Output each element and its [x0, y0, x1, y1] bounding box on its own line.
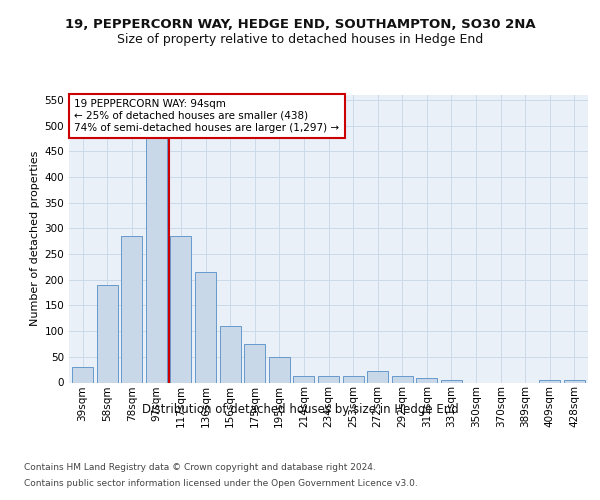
Text: 19 PEPPERCORN WAY: 94sqm
← 25% of detached houses are smaller (438)
74% of semi-: 19 PEPPERCORN WAY: 94sqm ← 25% of detach… — [74, 100, 340, 132]
Bar — [146, 110, 167, 382]
Bar — [269, 357, 290, 382]
Text: Contains public sector information licensed under the Open Government Licence v3: Contains public sector information licen… — [24, 478, 418, 488]
Bar — [97, 285, 118, 382]
Text: Size of property relative to detached houses in Hedge End: Size of property relative to detached ho… — [117, 32, 483, 46]
Bar — [343, 376, 364, 382]
Bar — [441, 380, 462, 382]
Y-axis label: Number of detached properties: Number of detached properties — [30, 151, 40, 326]
Bar — [392, 376, 413, 382]
Bar — [244, 344, 265, 383]
Bar — [367, 371, 388, 382]
Bar — [72, 367, 93, 382]
Bar — [318, 376, 339, 382]
Bar — [539, 380, 560, 382]
Bar — [564, 380, 585, 382]
Text: 19, PEPPERCORN WAY, HEDGE END, SOUTHAMPTON, SO30 2NA: 19, PEPPERCORN WAY, HEDGE END, SOUTHAMPT… — [65, 18, 535, 30]
Bar — [170, 236, 191, 382]
Bar — [293, 376, 314, 382]
Text: Contains HM Land Registry data © Crown copyright and database right 2024.: Contains HM Land Registry data © Crown c… — [24, 464, 376, 472]
Bar — [121, 236, 142, 382]
Text: Distribution of detached houses by size in Hedge End: Distribution of detached houses by size … — [142, 402, 458, 415]
Bar — [416, 378, 437, 382]
Bar — [220, 326, 241, 382]
Bar — [195, 272, 216, 382]
